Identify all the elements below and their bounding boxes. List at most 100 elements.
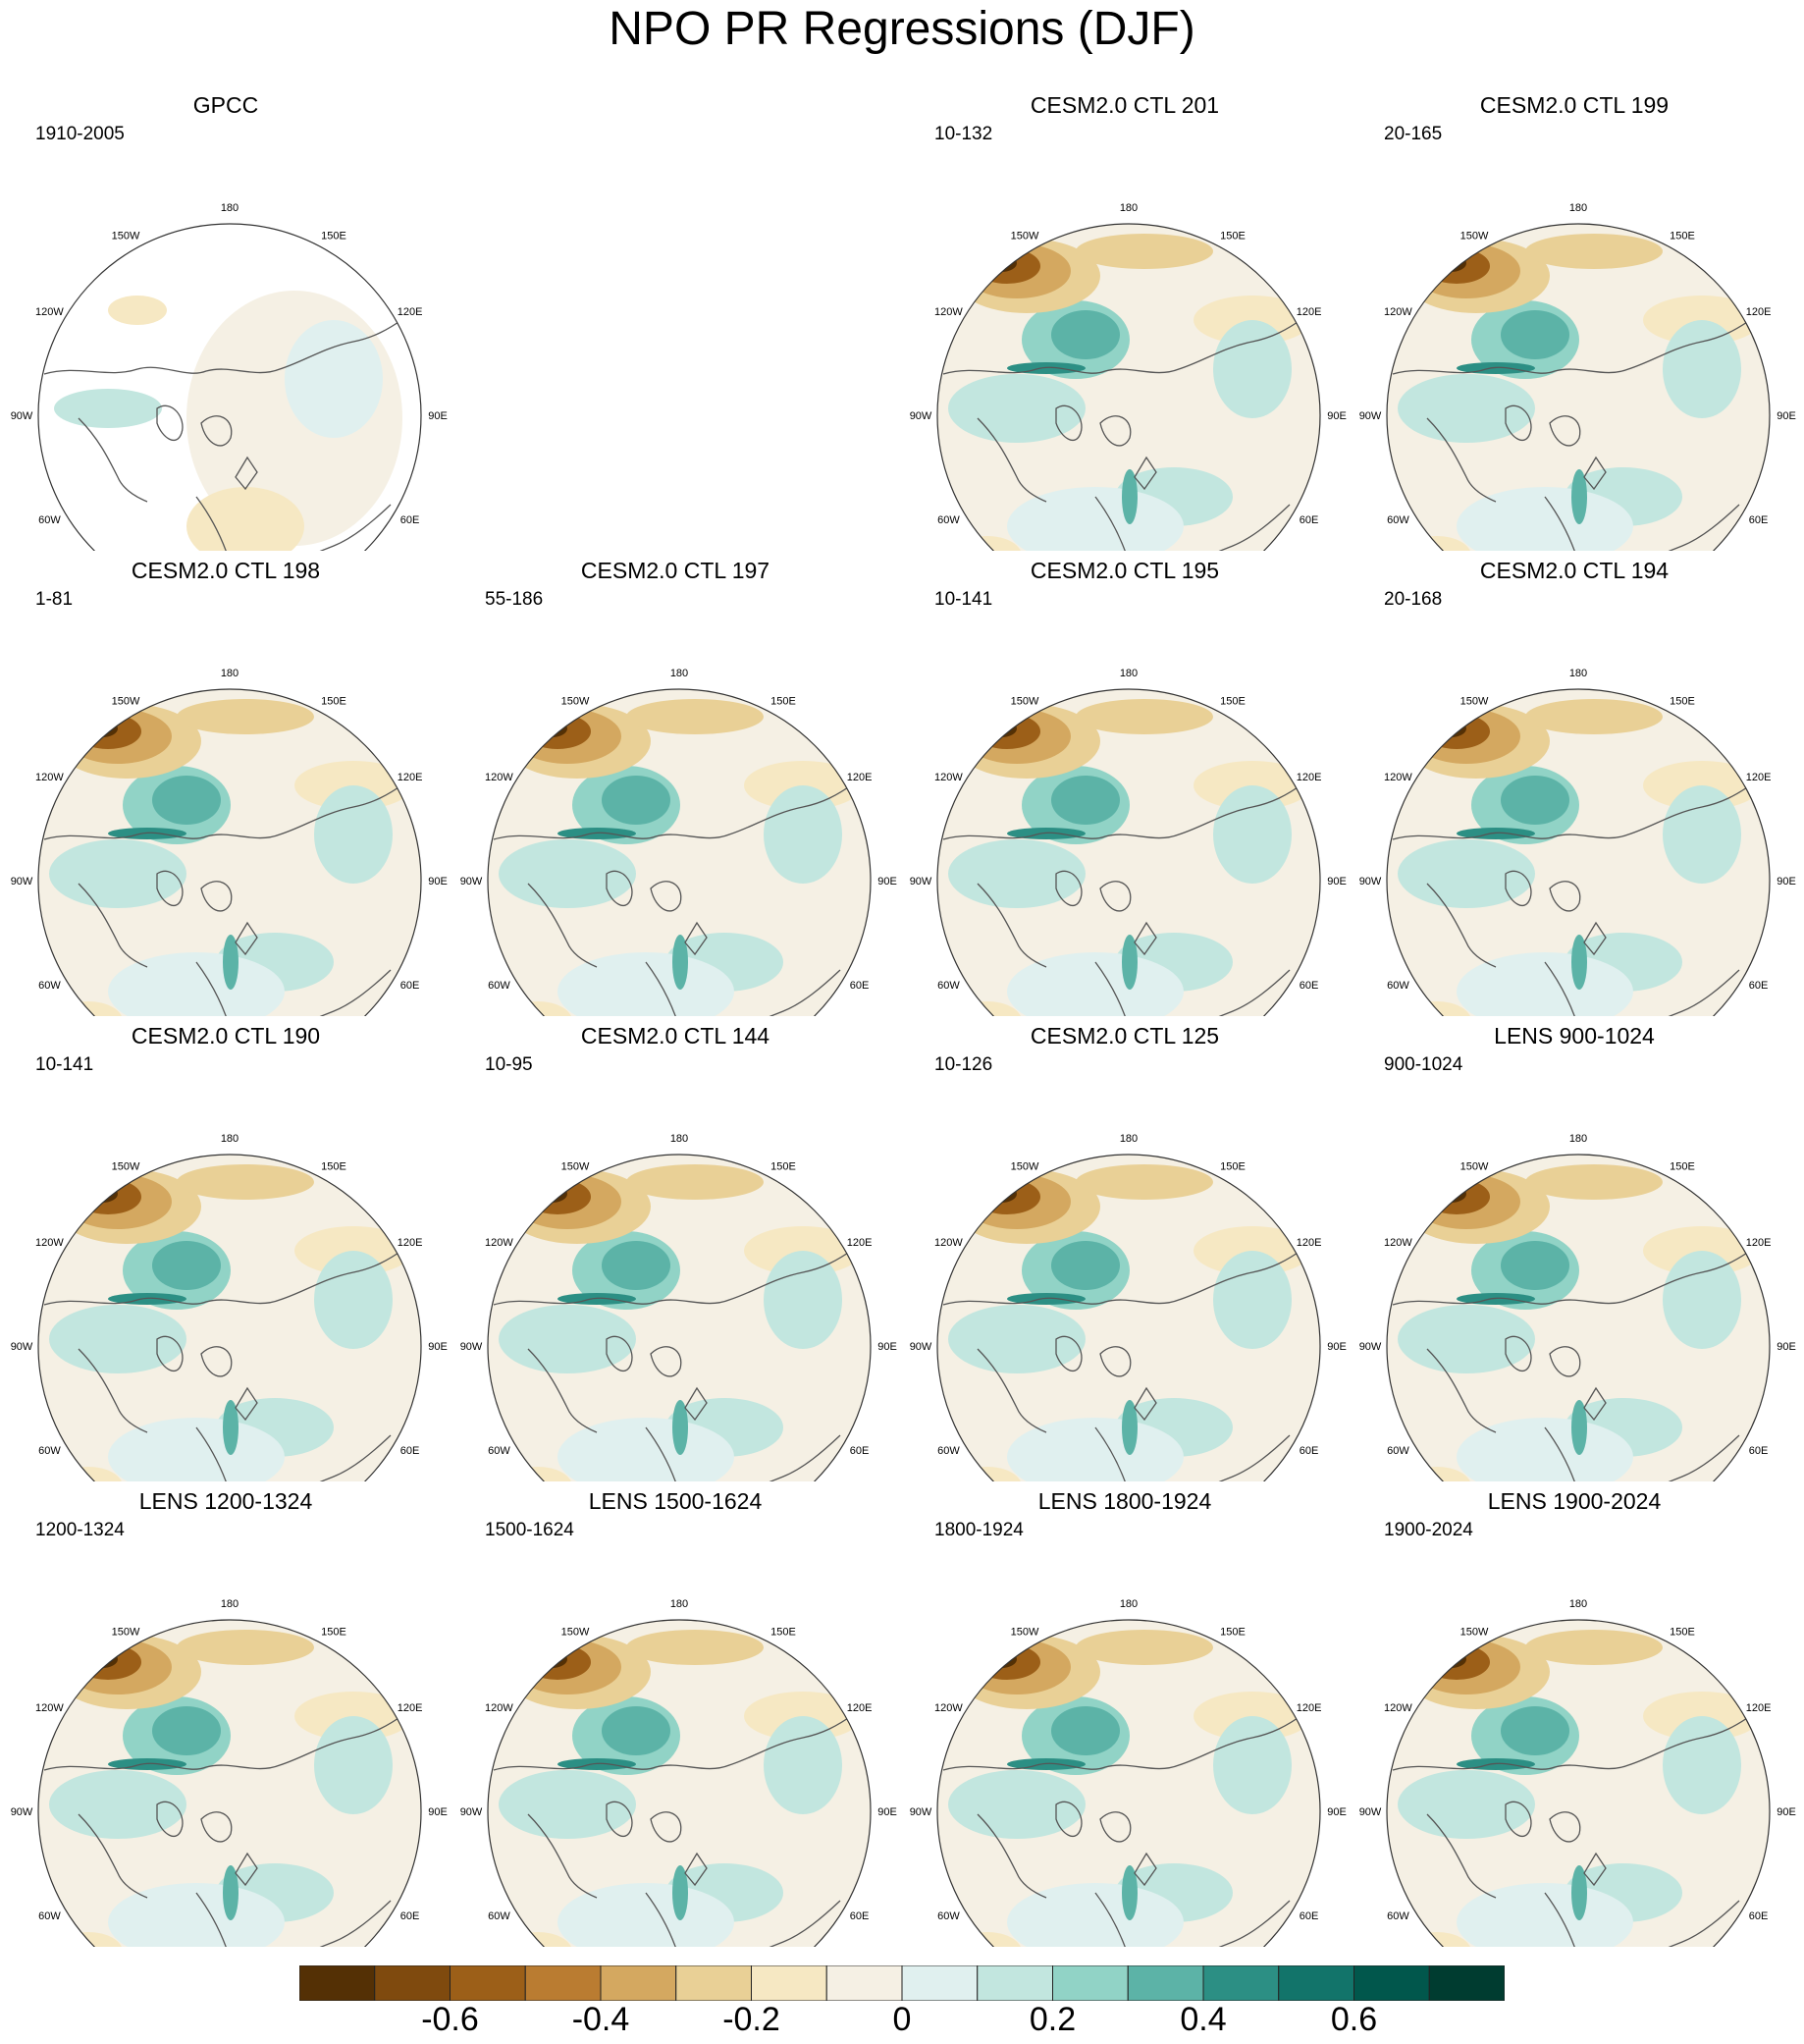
longitude-label: 60W [488, 1445, 510, 1457]
longitude-label: 90W [910, 876, 932, 888]
longitude-label: 90E [1327, 1341, 1347, 1353]
panel-title: CESM2.0 CTL 197 [580, 558, 770, 583]
polar-map: 180150E120E90E60E30E030W60W90W120W150W [1359, 202, 1796, 551]
polar-map: 180150E120E90E60E30E030W60W90W120W150W [11, 1133, 448, 1481]
longitude-label: 150W [1011, 1626, 1039, 1638]
polar-map: 180150E120E90E60E30E030W60W90W120W150W [460, 668, 897, 1016]
panel-period-label: 10-141 [934, 589, 993, 610]
panel-period-label: 1-81 [35, 589, 74, 610]
regression-field-patch [49, 1770, 186, 1839]
longitude-label: 60E [850, 1910, 870, 1922]
polar-map: 180150E120E90E60E30E030W60W90W120W150W [1359, 1598, 1796, 1947]
map-panel: LENS 1800-1924 1800-1924 180 150E 120E 90E 60E… [899, 1480, 1351, 1947]
regression-field-patch [314, 1251, 393, 1349]
longitude-label: 150E [1220, 230, 1246, 242]
longitude-label: 180 [670, 1598, 688, 1610]
panel-period-label: 20-165 [1384, 124, 1443, 144]
coastline [1544, 1892, 1740, 1947]
longitude-label: 90E [428, 876, 448, 888]
map-boundary [1386, 688, 1771, 1016]
longitude-label: 120W [1384, 772, 1412, 783]
colorbar [299, 1965, 1505, 2001]
longitude-label: 180 [221, 668, 239, 679]
panel-period-label: 20-168 [1384, 589, 1443, 610]
longitude-label: 90E [1327, 1806, 1347, 1818]
coastline [527, 1348, 598, 1433]
regression-field-patch [314, 1716, 393, 1814]
coastline [43, 1248, 405, 1306]
coastline [1094, 961, 1291, 1016]
regression-field-patch [672, 1865, 688, 1920]
regression-field-patch [764, 785, 842, 884]
coastline [195, 1426, 392, 1481]
coastline [156, 404, 184, 442]
longitude-label: 60W [38, 980, 61, 992]
longitude-label: 60E [850, 980, 870, 992]
longitude-label: 90E [877, 876, 897, 888]
longitude-label: 150E [321, 1626, 346, 1638]
coastline [942, 1248, 1304, 1306]
longitude-label: 180 [670, 668, 688, 679]
colorbar-tick-label: -0.2 [722, 2001, 780, 2038]
colorbar-swatch [977, 1965, 1053, 2001]
coastline [977, 883, 1047, 968]
regression-field-patch [1525, 699, 1663, 734]
longitude-label: 180 [1569, 668, 1587, 679]
coastline [1134, 456, 1157, 491]
coastline [195, 496, 392, 551]
map-panel: LENS 1500-1624 1500-1624 180 150E 120E 90E 60E… [450, 1480, 901, 1947]
colorbar-labels: -0.6 -0.4 -0.2 0 0.2 0.4 0.6 [0, 2001, 1804, 2044]
colorbar-swatch [1052, 1965, 1129, 2001]
longitude-label: 150W [112, 1160, 140, 1172]
longitude-label: 60W [937, 1445, 960, 1457]
regression-field-patch [285, 320, 383, 438]
colorbar-swatch [751, 1965, 827, 2001]
regression-field-patch [1122, 1400, 1138, 1455]
colorbar-tick-label: 0 [892, 2001, 912, 2038]
regression-field-patch [1423, 248, 1490, 284]
colorbar-swatch [1202, 1965, 1280, 2001]
longitude-label: 60W [38, 1910, 61, 1922]
panel-title: LENS 1800-1924 [1037, 1488, 1212, 1514]
longitude-label: 120E [1746, 772, 1772, 783]
regression-field-patch [1571, 935, 1587, 990]
map-boundary [936, 1154, 1321, 1481]
coastline [1583, 1852, 1607, 1887]
longitude-label: 90W [1359, 410, 1382, 422]
map-boundary [487, 1619, 872, 1947]
longitude-label: 120E [1297, 1237, 1322, 1249]
regression-field-patch [75, 1644, 141, 1680]
longitude-label: 90W [1359, 876, 1382, 888]
coastline [650, 1346, 682, 1377]
longitude-label: 120W [1384, 1702, 1412, 1714]
map-boundary [1386, 1154, 1771, 1481]
regression-field-patch [75, 714, 141, 749]
longitude-label: 90E [1327, 410, 1347, 422]
colorbar-tick-label: 0.6 [1330, 2001, 1378, 2038]
longitude-label: 120W [934, 772, 963, 783]
longitude-label: 90E [1777, 410, 1796, 422]
regression-field-patch [1571, 1865, 1587, 1920]
regression-field-patch [524, 1179, 591, 1214]
map-boundary [936, 688, 1321, 1016]
regression-field-patch [223, 1865, 239, 1920]
longitude-label: 60W [1387, 514, 1409, 526]
map-panel: CESM2.0 CTL 19755-186180150E120E90E60E30… [450, 550, 901, 1016]
coastline [1426, 1813, 1497, 1899]
longitude-label: 120W [1384, 306, 1412, 318]
regression-field-patch [1398, 1770, 1535, 1839]
longitude-label: 90E [1777, 1341, 1796, 1353]
panel-period-label: 1500-1624 [485, 1520, 574, 1540]
map-boundary [936, 1619, 1321, 1947]
regression-field-patch [1423, 1644, 1490, 1680]
panel-title: CESM2.0 CTL 125 [1030, 1023, 1220, 1049]
coastline [1099, 415, 1132, 447]
panel-title: LENS 1900-2024 [1487, 1488, 1662, 1514]
coastline [1426, 417, 1497, 503]
regression-field-patch [1423, 714, 1490, 749]
regression-field-patch [672, 935, 688, 990]
regression-field-patch [1501, 1706, 1569, 1755]
coastline [1094, 1426, 1291, 1481]
regression-field-patch [1122, 1865, 1138, 1920]
regression-field-patch [1423, 1179, 1490, 1214]
